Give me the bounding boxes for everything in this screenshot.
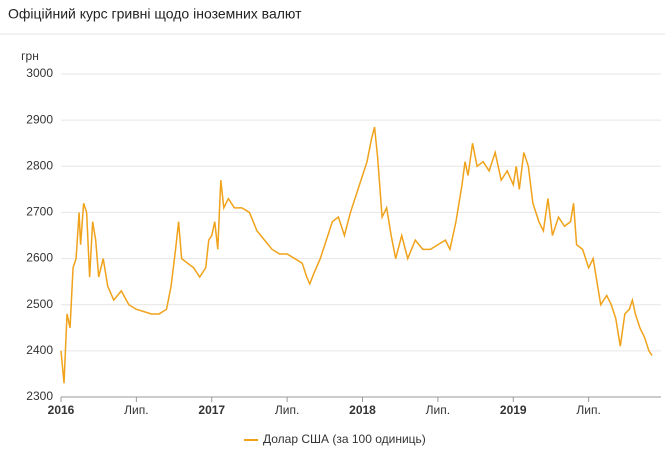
y-axis-label: грн [21, 49, 39, 63]
x-tick-label: 2017 [198, 403, 225, 417]
y-tick-label: 2800 [26, 158, 53, 172]
x-tick-label: Лип. [275, 403, 299, 417]
data-line [60, 126, 653, 384]
chart-title: Офіційний курс гривні щодо іноземних вал… [8, 6, 302, 22]
x-tick-label: Лип. [124, 403, 148, 417]
x-tick-label: 2016 [48, 403, 75, 417]
y-tick-label: 2400 [26, 343, 53, 357]
y-tick-label: 2600 [26, 251, 53, 265]
legend-label: Долар США (за 100 одиниць) [263, 432, 426, 446]
y-tick-label: 2500 [26, 297, 53, 311]
x-tick-label: Лип. [426, 403, 450, 417]
x-tick-label: 2018 [349, 403, 376, 417]
x-tick-label: Лип. [576, 403, 600, 417]
x-tick-label: 2019 [500, 403, 527, 417]
y-tick-label: 2700 [26, 205, 53, 219]
y-tick-label: 3000 [26, 66, 53, 80]
y-tick-label: 2900 [26, 112, 53, 126]
y-tick-label: 2300 [26, 389, 53, 403]
